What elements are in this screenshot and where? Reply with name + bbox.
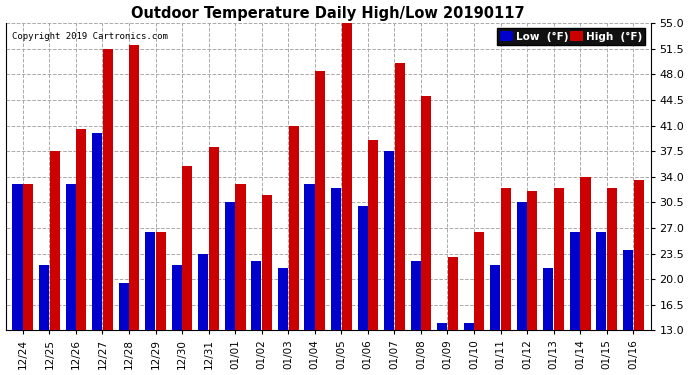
Bar	[464, 323, 474, 330]
Bar	[235, 184, 246, 330]
Bar	[145, 232, 155, 330]
Title: Outdoor Temperature Daily High/Low 20190117: Outdoor Temperature Daily High/Low 20190…	[131, 6, 525, 21]
Bar	[623, 250, 633, 330]
Bar	[490, 265, 500, 330]
Bar	[357, 206, 368, 330]
Bar	[342, 23, 352, 330]
Bar	[225, 202, 235, 330]
Bar	[39, 265, 49, 330]
Bar	[633, 180, 644, 330]
Bar	[209, 147, 219, 330]
Bar	[12, 184, 23, 330]
Bar	[411, 261, 421, 330]
Bar	[543, 268, 553, 330]
Bar	[278, 268, 288, 330]
Bar	[156, 232, 166, 330]
Bar	[172, 265, 181, 330]
Bar	[50, 151, 60, 330]
Bar	[554, 188, 564, 330]
Bar	[198, 254, 208, 330]
Bar	[288, 126, 299, 330]
Bar	[448, 257, 458, 330]
Bar	[23, 184, 33, 330]
Bar	[262, 195, 272, 330]
Bar	[517, 202, 527, 330]
Bar	[527, 191, 538, 330]
Legend: Low  (°F), High  (°F): Low (°F), High (°F)	[497, 28, 645, 45]
Bar	[474, 232, 484, 330]
Bar	[437, 323, 447, 330]
Bar	[384, 151, 394, 330]
Bar	[580, 177, 591, 330]
Bar	[607, 188, 617, 330]
Text: Copyright 2019 Cartronics.com: Copyright 2019 Cartronics.com	[12, 32, 168, 41]
Bar	[304, 184, 315, 330]
Bar	[501, 188, 511, 330]
Bar	[331, 188, 341, 330]
Bar	[596, 232, 607, 330]
Bar	[119, 283, 129, 330]
Bar	[129, 45, 139, 330]
Bar	[421, 96, 431, 330]
Bar	[92, 133, 102, 330]
Bar	[103, 49, 112, 330]
Bar	[66, 184, 76, 330]
Bar	[395, 63, 405, 330]
Bar	[251, 261, 262, 330]
Bar	[368, 140, 378, 330]
Bar	[570, 232, 580, 330]
Bar	[182, 166, 193, 330]
Bar	[315, 70, 325, 330]
Bar	[76, 129, 86, 330]
